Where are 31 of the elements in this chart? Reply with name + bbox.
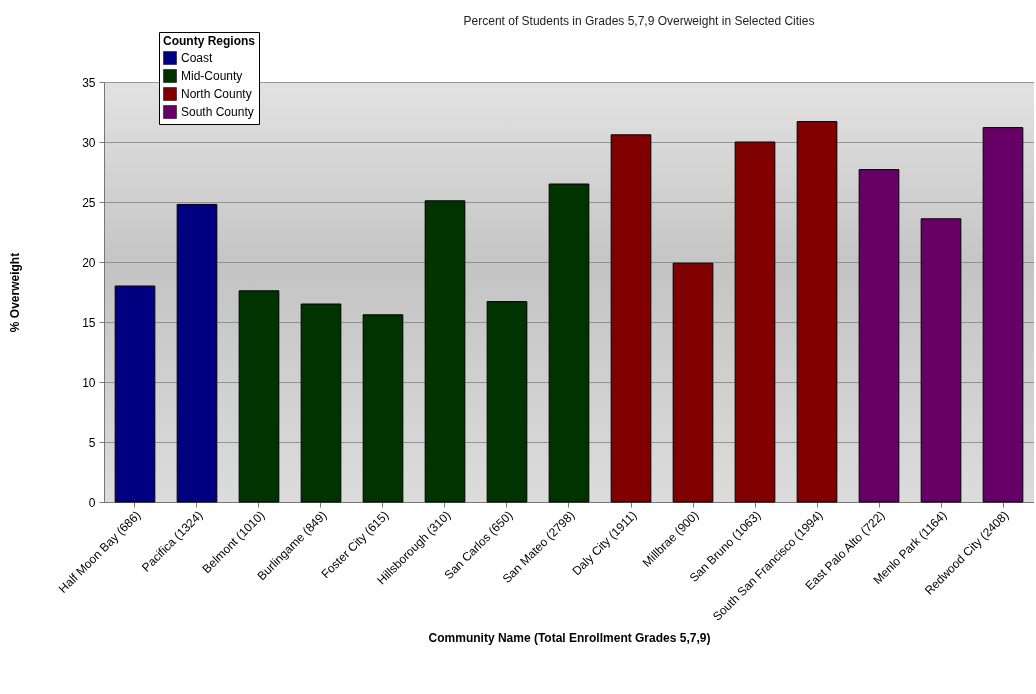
legend-label: Mid-County <box>181 69 243 83</box>
legend-label: North County <box>181 87 252 101</box>
bar <box>114 285 156 503</box>
y-tick-label: 20 <box>82 255 96 270</box>
bar <box>920 218 962 503</box>
y-tick-label: 35 <box>82 75 96 90</box>
legend-label: Coast <box>181 51 214 65</box>
bar <box>176 203 218 503</box>
bar <box>796 121 838 503</box>
y-axis-title: % Overweight <box>8 252 23 333</box>
y-tick-label: 5 <box>88 435 96 450</box>
legend-label: South County <box>181 105 254 119</box>
y-tick-label: 25 <box>82 195 96 210</box>
y-tick-label: 30 <box>82 135 96 150</box>
chart-title: Percent of Students in Grades 5,7,9 Overweight in Selected Cities <box>463 13 815 28</box>
x-axis-title: Community Name (Total Enrollment Grades 5,7,9) <box>428 630 711 645</box>
legend-title: County Regions <box>163 34 256 48</box>
bar <box>734 141 776 503</box>
bar <box>238 290 280 503</box>
bar <box>858 169 900 503</box>
bar <box>610 134 652 503</box>
bar <box>362 314 404 503</box>
bar <box>300 303 342 503</box>
bar <box>424 200 466 503</box>
bar <box>486 301 528 503</box>
y-tick-label: 15 <box>82 315 96 330</box>
bar <box>548 183 590 503</box>
y-tick-label: 0 <box>88 495 96 510</box>
y-tick-label: 10 <box>82 375 96 390</box>
bar <box>982 127 1024 503</box>
bar <box>672 262 714 503</box>
